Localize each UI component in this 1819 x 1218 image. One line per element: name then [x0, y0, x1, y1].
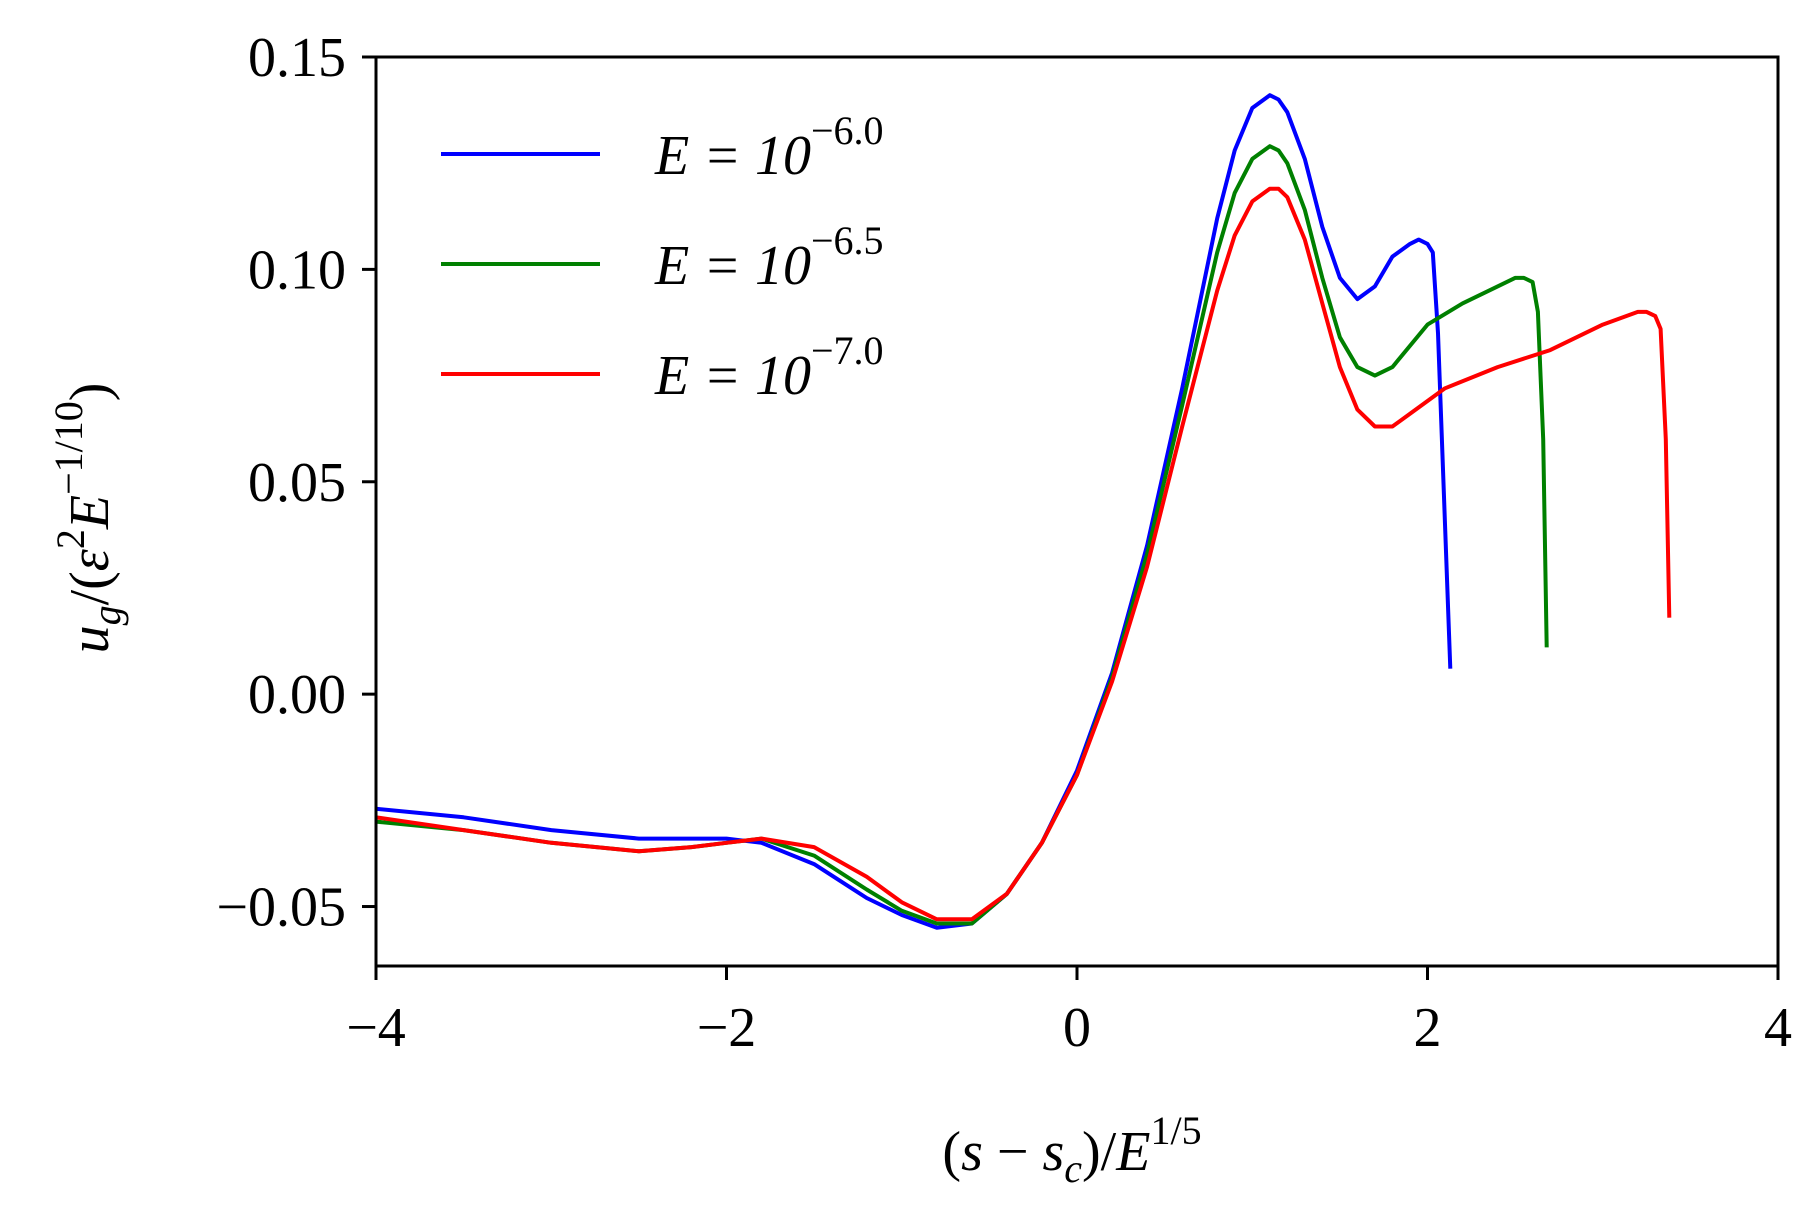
x-axis-label: (s − sc)/E1/5 — [942, 1108, 1201, 1191]
y-tick-label: 0.05 — [248, 452, 346, 514]
legend: E = 10−6.0 E = 10−6.5 E = 10−7.0 — [441, 108, 884, 407]
x-tick-label: −4 — [346, 997, 406, 1059]
series-group — [375, 93, 1672, 930]
legend-label-2: E = 10−6.5 — [654, 218, 884, 297]
series-line-2 — [375, 144, 1549, 926]
series-line-3 — [375, 186, 1672, 922]
y-tick-label: 0.00 — [248, 664, 346, 726]
x-tick-label: −2 — [697, 997, 757, 1059]
y-axis-label: ug/(ε2E−1/10) — [46, 383, 129, 654]
legend-label-3: E = 10−7.0 — [654, 328, 884, 407]
legend-label-1: E = 10−6.0 — [654, 108, 884, 187]
y-tick-label: −0.05 — [216, 877, 346, 939]
series-line-1 — [375, 93, 1453, 930]
plot-frame — [374, 55, 1780, 968]
x-tick-label: 4 — [1764, 997, 1792, 1059]
x-axis: −4 −2 0 2 4 — [346, 966, 1792, 1059]
plot-area — [374, 55, 1780, 968]
x-tick-label: 0 — [1063, 997, 1091, 1059]
y-tick-label: 0.15 — [248, 27, 346, 89]
x-tick-label: 2 — [1414, 997, 1442, 1059]
y-tick-label: 0.10 — [248, 239, 346, 301]
y-axis: −0.05 0.00 0.05 0.10 0.15 — [216, 27, 376, 939]
